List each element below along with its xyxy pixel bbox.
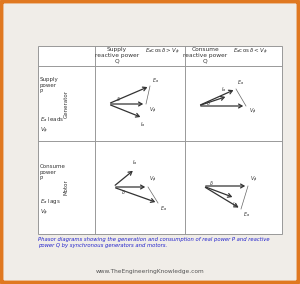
Text: $I_a$: $I_a$ [221, 85, 226, 94]
Text: Generator: Generator [64, 89, 68, 118]
Text: $\delta$: $\delta$ [206, 99, 210, 107]
Text: $I_a$: $I_a$ [140, 120, 146, 129]
Text: $V_\phi$: $V_\phi$ [149, 175, 157, 185]
Text: Motor: Motor [64, 179, 68, 195]
Text: $E_a\cos\delta > V_\phi$: $E_a\cos\delta > V_\phi$ [145, 47, 179, 57]
Text: $V_\phi$: $V_\phi$ [249, 107, 256, 117]
Text: Phasor diagrams showing the generation and consumption of real power P and react: Phasor diagrams showing the generation a… [38, 237, 270, 248]
Text: Supply
power
P: Supply power P [40, 77, 59, 94]
Text: $V_\phi$: $V_\phi$ [250, 175, 257, 185]
Text: $V_\phi$: $V_\phi$ [149, 106, 157, 116]
Bar [38, 46, 282, 234]
Text: $\delta$: $\delta$ [116, 95, 120, 103]
Text: $E_a$ lags
$V_\phi$: $E_a$ lags $V_\phi$ [40, 197, 61, 218]
Text: www.TheEngineeringKnowledge.com: www.TheEngineeringKnowledge.com [96, 270, 204, 275]
Text: $E_a$: $E_a$ [160, 204, 167, 213]
Text: $E_a$: $E_a$ [243, 210, 250, 219]
Text: $I_a$: $I_a$ [232, 200, 238, 209]
Text: Consume
power
P: Consume power P [40, 164, 66, 181]
Text: $E_a$ leads
$V_\phi$: $E_a$ leads $V_\phi$ [40, 115, 64, 136]
Text: Supply
reactive power
Q: Supply reactive power Q [95, 47, 139, 64]
Text: $E_a$: $E_a$ [152, 76, 159, 85]
Text: Consume
reactive power
Q: Consume reactive power Q [183, 47, 227, 64]
Text: $I_a$: $I_a$ [132, 158, 138, 167]
Text: $E_a\cos\delta < V_\phi$: $E_a\cos\delta < V_\phi$ [233, 47, 267, 57]
Text: $\delta$: $\delta$ [121, 188, 125, 196]
Text: $\delta$: $\delta$ [208, 179, 213, 187]
Text: $E_a$: $E_a$ [237, 78, 244, 87]
